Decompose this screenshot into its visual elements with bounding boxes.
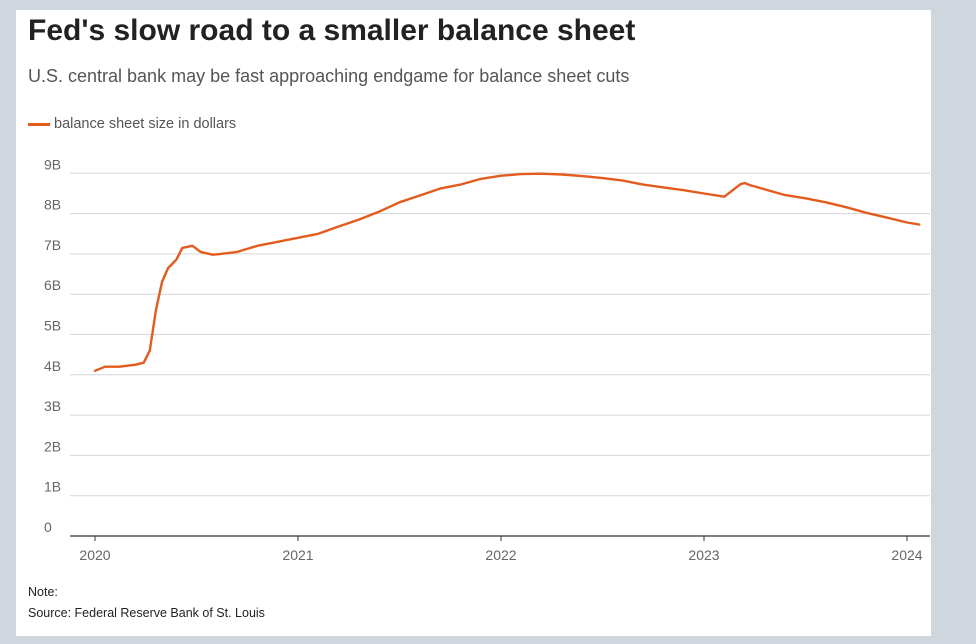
y-axis-ticks: 0 1B 2B 3B 4B 5B 6B 7B 8B 9B — [44, 156, 61, 535]
y-tick-label: 8B — [44, 197, 61, 213]
y-tick-label: 2B — [44, 438, 61, 454]
chart-title: Fed's slow road to a smaller balance she… — [28, 14, 636, 47]
series-layer — [93, 172, 921, 372]
y-tick-label: 9B — [44, 156, 61, 172]
source-text: Source: Federal Reserve Bank of St. Loui… — [28, 606, 265, 620]
chart-subtitle: U.S. central bank may be fast approachin… — [28, 66, 630, 86]
y-tick-label: 3B — [44, 398, 61, 414]
y-tick-label: 4B — [44, 358, 61, 374]
grid-lines — [70, 172, 930, 537]
legend-label: balance sheet size in dollars — [54, 116, 237, 132]
x-axis-ticks: 2020 2021 2022 2023 2024 — [79, 536, 923, 563]
y-tick-label: 0 — [44, 519, 52, 535]
x-tick-label: 2024 — [891, 547, 922, 563]
chart-card — [16, 10, 931, 636]
x-tick-label: 2021 — [282, 547, 313, 563]
series-line — [93, 172, 921, 372]
legend: balance sheet size in dollars — [28, 116, 236, 132]
notes-block: Note: Source: Federal Reserve Bank of St… — [28, 582, 265, 624]
legend-swatch — [28, 122, 50, 126]
x-tick-label: 2022 — [485, 547, 516, 563]
y-tick-label: 6B — [44, 277, 61, 293]
x-tick-label: 2023 — [688, 547, 719, 563]
note-text: Note: — [28, 585, 58, 599]
y-tick-label: 1B — [44, 479, 61, 495]
y-tick-label: 5B — [44, 318, 61, 334]
x-tick-label: 2020 — [79, 547, 110, 563]
y-tick-label: 7B — [44, 237, 61, 253]
